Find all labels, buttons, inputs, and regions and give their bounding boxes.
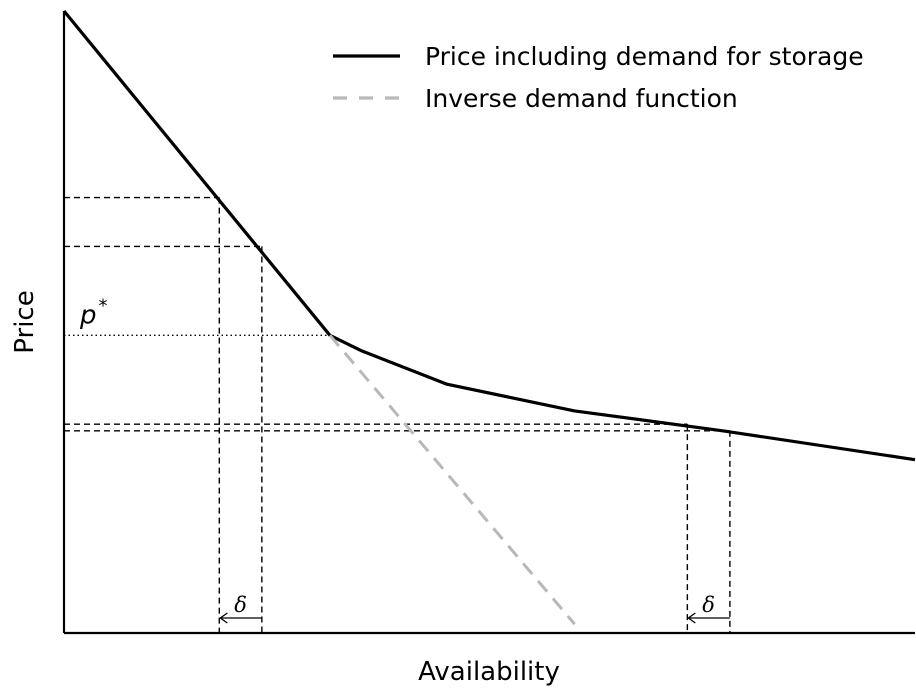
delta-arrowhead-1 — [219, 612, 228, 624]
reference-lines — [64, 196, 731, 633]
p-star-label: p * — [79, 295, 108, 330]
x-axis-label: Availability — [418, 657, 560, 687]
series-line-1 — [62, 9, 916, 462]
series-layer — [62, 9, 916, 626]
legend: Price including demand for storage Invers… — [333, 42, 864, 113]
series-line-2 — [328, 334, 576, 626]
axes — [62, 11, 915, 635]
legend-label-1: Price including demand for storage — [425, 42, 864, 71]
delta-label-2: δ — [702, 593, 715, 617]
y-axis-label: Price — [10, 290, 40, 353]
legend-label-2: Inverse demand function — [425, 84, 738, 113]
annotations: p * δ δ — [79, 295, 730, 624]
delta-label-1: δ — [234, 593, 247, 617]
delta-arrowhead-2 — [687, 612, 696, 624]
